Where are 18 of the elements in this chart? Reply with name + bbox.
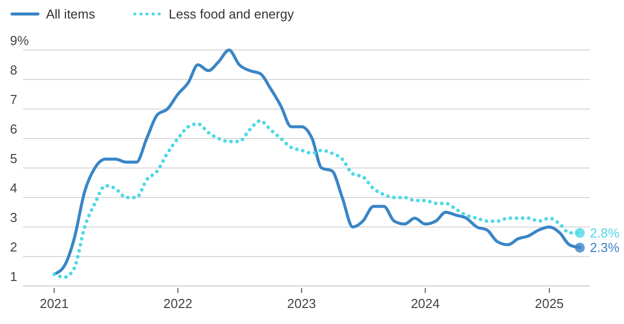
x-tick-label: 2025 — [534, 296, 564, 311]
y-tick-label: 7 — [10, 92, 18, 107]
legend-label: Less food and energy — [168, 6, 294, 22]
y-tick-label: 3 — [10, 210, 18, 225]
x-tick-label: 2024 — [410, 296, 440, 311]
y-tick-label: 5 — [10, 151, 18, 166]
x-tick-label: 2023 — [287, 296, 316, 311]
y-tick-label: 4 — [10, 180, 18, 196]
x-tick-label: 2022 — [163, 296, 192, 311]
y-tick-label: 9% — [10, 33, 30, 48]
y-tick-label: 8 — [10, 62, 18, 78]
legend-label: All items — [46, 6, 96, 22]
x-tick-label: 2021 — [40, 296, 69, 311]
data-label: 2.8% — [590, 225, 620, 240]
y-tick-label: 1 — [10, 269, 18, 284]
data-label: 2.3% — [590, 240, 620, 256]
y-tick-label: 2 — [10, 240, 18, 254]
y-tick-label: 6 — [10, 122, 18, 136]
